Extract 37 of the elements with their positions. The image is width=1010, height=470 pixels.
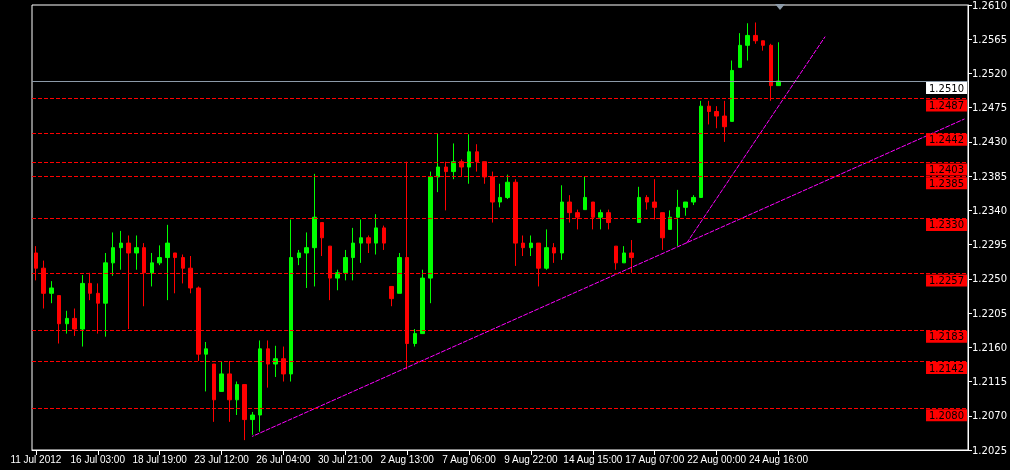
ref-line-label: 1.2330 (929, 219, 965, 231)
y-tick-label: 1.2070 (972, 410, 1008, 422)
y-tick-label: 1.2520 (972, 67, 1008, 79)
y-tick-label: 1.2115 (972, 376, 1008, 388)
y-tick-label: 1.2340 (972, 204, 1008, 216)
ref-line-label: 1.2487 (929, 100, 965, 112)
y-tick-label: 1.2385 (972, 170, 1008, 182)
x-tick-label: 22 Aug 00:00 (687, 453, 747, 465)
y-tick-label: 1.2565 (972, 33, 1008, 45)
x-tick-label: 11 Jul 2012 (10, 453, 62, 465)
ref-line-label: 1.2183 (929, 331, 965, 343)
ref-line-label: 1.2385 (929, 177, 965, 189)
x-tick-label: 24 Aug 16:00 (749, 453, 809, 465)
x-tick-label: 17 Aug 07:00 (625, 453, 685, 465)
x-tick-label: 30 Jul 21:00 (318, 453, 373, 465)
ref-line-label: 1.2142 (929, 362, 965, 374)
ref-line-label: 1.2442 (929, 134, 965, 146)
y-tick-label: 1.2475 (972, 102, 1008, 114)
x-tick-label: 14 Aug 15:00 (563, 453, 623, 465)
x-tick-label: 2 Aug 13:00 (380, 453, 435, 465)
ref-line-label: 1.2403 (929, 163, 965, 175)
x-tick-label: 26 Jul 04:00 (256, 453, 312, 465)
y-tick-label: 1.2610 (972, 0, 1008, 11)
ref-line-label: 1.2257 (929, 275, 965, 287)
x-tick-label: 23 Jul 12:00 (194, 453, 250, 465)
x-tick-label: 16 Jul 03:00 (70, 453, 126, 465)
ref-line-label: 1.2080 (929, 409, 965, 421)
x-tick-label: 9 Aug 22:00 (504, 453, 559, 465)
ref-line-label: 1.2510 (929, 82, 965, 94)
y-tick-label: 1.2430 (972, 136, 1008, 148)
y-tick-label: 1.2160 (972, 341, 1008, 353)
y-tick-label: 1.2025 (972, 444, 1008, 456)
y-tick-label: 1.2250 (972, 273, 1008, 285)
y-tick-label: 1.2295 (972, 239, 1008, 251)
x-tick-label: 7 Aug 06:00 (442, 453, 497, 465)
y-tick-label: 1.2205 (972, 307, 1008, 319)
x-tick-label: 18 Jul 19:00 (132, 453, 188, 465)
